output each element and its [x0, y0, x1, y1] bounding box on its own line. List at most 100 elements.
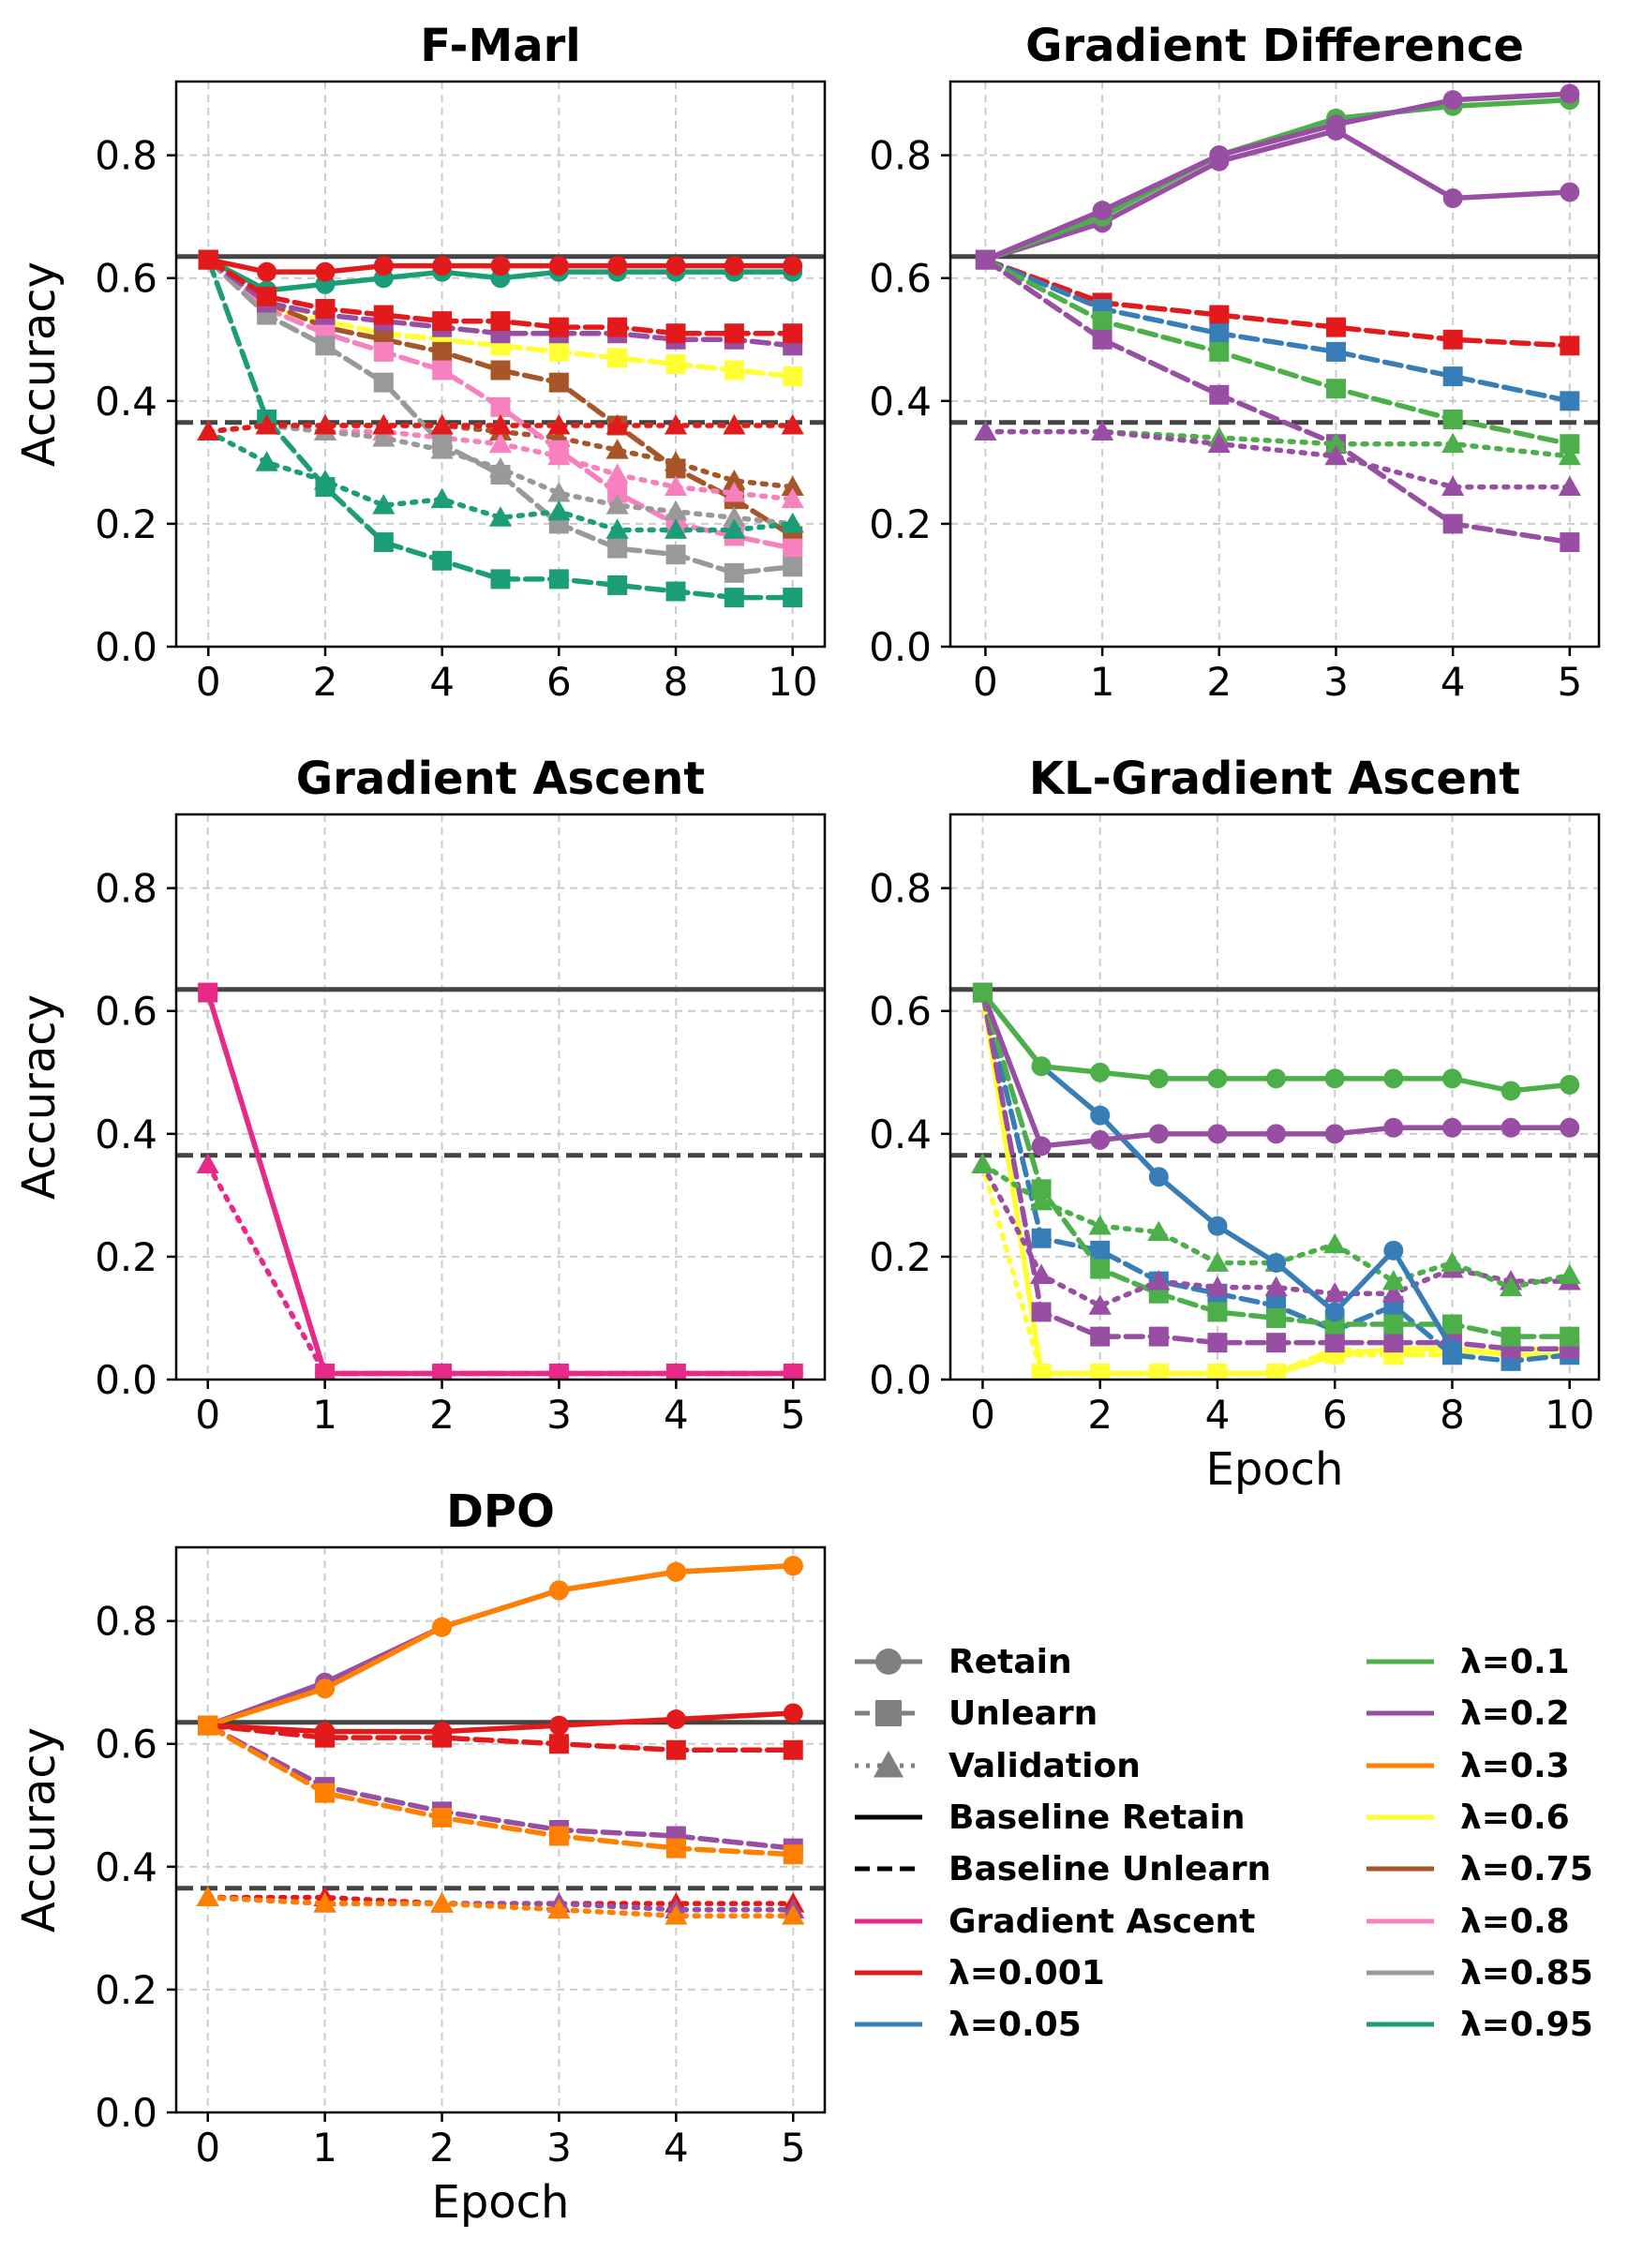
data-point [1029, 1189, 1053, 1211]
series-line [982, 97, 1573, 262]
data-point [1090, 1062, 1111, 1082]
data-point [1088, 1215, 1112, 1235]
y-tick-label: 0.2 [95, 1234, 157, 1280]
x-tick-label: 2 [429, 2125, 455, 2171]
data-point [548, 372, 569, 393]
data-point [781, 487, 804, 509]
data-point [664, 451, 688, 471]
data-point [1323, 1343, 1347, 1365]
legend-label-retain: Retain [948, 1643, 1072, 1681]
data-point [1092, 311, 1113, 332]
data-point [198, 1715, 218, 1736]
data-point [547, 482, 571, 502]
data-point [548, 341, 569, 362]
data-point [1147, 1220, 1171, 1242]
data-point [605, 439, 629, 459]
x-tick-label: 2 [1087, 1392, 1113, 1438]
data-point [430, 487, 454, 509]
data-point [665, 354, 686, 374]
data-point [198, 982, 218, 1003]
data-point [1031, 1056, 1052, 1077]
data-point [1209, 384, 1230, 405]
data-point [1031, 1136, 1052, 1156]
data-point [313, 413, 337, 435]
data-point [665, 1838, 686, 1858]
legend-right-column: λ=0.1 λ=0.2 λ=0.3 λ=0.6 λ=0.75 λ=0.8 λ=0… [1367, 1643, 1593, 2044]
series--0.2-validation [974, 420, 1581, 497]
panel-title: KL-Gradient Ascent [1029, 753, 1520, 805]
data-point [783, 588, 803, 608]
legend-label-lambda-0.3: λ=0.3 [1460, 1747, 1570, 1785]
data-point [1148, 1326, 1169, 1347]
x-tick-label: 3 [1323, 659, 1349, 705]
data-point [547, 500, 571, 521]
data-point [1441, 1117, 1462, 1138]
data-point [548, 1826, 569, 1846]
y-tick-label: 0.8 [95, 866, 157, 912]
data-point [548, 1363, 569, 1380]
legend-entry-lambda-0.85: λ=0.85 [1367, 1954, 1593, 1992]
data-point [1558, 444, 1581, 466]
data-point [1207, 1333, 1228, 1353]
series-line [982, 257, 1573, 447]
y-tick-label: 0.4 [869, 1112, 932, 1157]
data-point [432, 256, 453, 276]
x-tick-label: 3 [546, 2125, 572, 2171]
data-point [1092, 329, 1113, 350]
data-point [1266, 1362, 1287, 1380]
data-point [432, 1807, 453, 1828]
data-point [430, 1892, 454, 1913]
y-tick-label: 0.0 [95, 2090, 157, 2136]
data-point [607, 317, 628, 337]
data-point [1209, 323, 1230, 344]
legend-label-lambda-0.6: λ=0.6 [1460, 1798, 1570, 1837]
data-point [432, 1363, 453, 1380]
data-point [607, 483, 628, 503]
data-point [1090, 1105, 1111, 1126]
data-point [724, 256, 744, 276]
data-point [1383, 1117, 1404, 1138]
data-point [665, 545, 686, 565]
data-point [1325, 317, 1346, 337]
legend-label-lambda-0.75: λ=0.75 [1460, 1850, 1593, 1888]
x-axis-label: Epoch [432, 2176, 570, 2229]
data-point [724, 323, 744, 344]
series--0.001-unlearn [198, 249, 803, 344]
legend-label-gradient-ascent: Gradient Ascent [948, 1902, 1255, 1941]
data-point [1090, 1326, 1111, 1347]
panel-graddiff: 0 1 2 3 4 5 0.0 0.2 0.4 0.6 0.8 Gradient Difference [869, 20, 1601, 705]
data-point [783, 366, 803, 387]
data-point [972, 982, 993, 1003]
legend-label-lambda-0.8: λ=0.8 [1460, 1902, 1570, 1941]
data-point [1442, 90, 1463, 111]
data-point [783, 1739, 803, 1760]
y-tick-label: 0.4 [95, 1844, 157, 1890]
data-point [1209, 145, 1230, 166]
series-line [204, 1723, 797, 1753]
series--0.2-unlearn [975, 249, 1580, 553]
x-tick-label: 0 [195, 1392, 220, 1438]
y-tick-label: 0.6 [95, 989, 157, 1035]
legend-entry-lambda-0.2: λ=0.2 [1367, 1694, 1570, 1733]
data-point [547, 413, 571, 435]
data-point [605, 463, 629, 484]
data-point [1148, 1362, 1169, 1380]
data-point [1031, 1362, 1052, 1380]
x-tick-label: 5 [1557, 659, 1582, 705]
y-axis-label: Accuracy [13, 261, 66, 467]
data-point [198, 249, 218, 270]
series--0.2-retain-overlap- [975, 83, 1580, 270]
data-point [490, 569, 511, 589]
data-point [1090, 1259, 1111, 1279]
data-point [1266, 1252, 1287, 1273]
x-tick-label: 2 [429, 1392, 455, 1438]
data-point [975, 249, 995, 270]
data-point [665, 256, 686, 276]
data-point [1266, 1124, 1287, 1144]
series-line [982, 428, 1573, 490]
legend-entry-unlearn: Unlearn [855, 1694, 1098, 1733]
y-axis-label: Accuracy [13, 994, 66, 1200]
series--0.3-validation [196, 1886, 805, 1925]
data-point [1209, 341, 1230, 362]
